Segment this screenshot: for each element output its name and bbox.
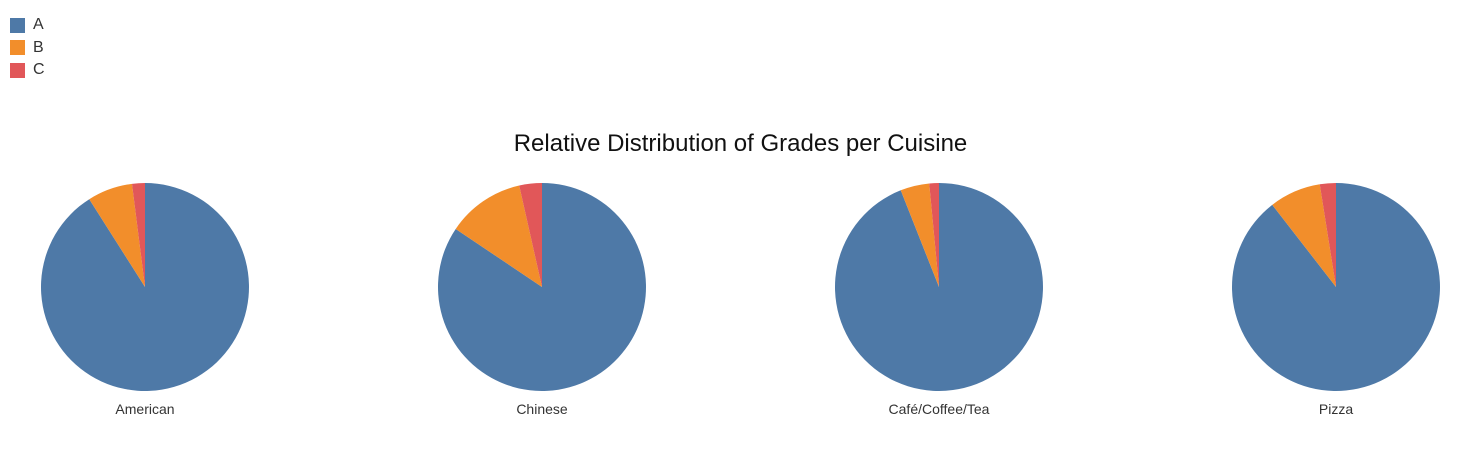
legend-label-b: B xyxy=(33,38,44,56)
pie-1-slice-a[interactable] xyxy=(40,183,249,391)
pie-1: American xyxy=(40,183,249,417)
pie-3-slice-c[interactable] xyxy=(929,182,939,287)
pie-2-label: Chinese xyxy=(516,401,568,417)
legend-label-a: A xyxy=(33,16,44,34)
pie-4-label: Pizza xyxy=(1319,401,1353,417)
pie-2-slice-a[interactable] xyxy=(437,183,646,391)
legend-swatch-a xyxy=(10,17,25,33)
legend-item-b[interactable]: B xyxy=(10,37,45,60)
legend: A B C xyxy=(10,14,45,82)
legend-item-c[interactable]: C xyxy=(10,59,45,82)
legend-swatch-b xyxy=(10,40,25,56)
legend-label-c: C xyxy=(33,61,45,79)
pie-4-slice-c[interactable] xyxy=(1319,183,1336,287)
pie-2: Chinese xyxy=(437,183,646,417)
pie-2-slice-b[interactable] xyxy=(455,185,542,287)
pie-3: Café/Coffee/Tea xyxy=(834,182,1043,417)
pie-3-label: Café/Coffee/Tea xyxy=(889,401,990,417)
pie-3-slice-a[interactable] xyxy=(834,183,1043,391)
pie-2-slice-c[interactable] xyxy=(519,183,542,287)
pie-1-slice-c[interactable] xyxy=(131,183,145,287)
pie-3-slice-b[interactable] xyxy=(900,183,939,287)
pie-4-slice-b[interactable] xyxy=(1272,184,1336,287)
pie-4: Pizza xyxy=(1231,183,1440,417)
legend-swatch-c xyxy=(10,62,25,78)
pie-1-label: American xyxy=(115,401,174,417)
pie-4-slice-a[interactable] xyxy=(1231,183,1440,392)
legend-item-a[interactable]: A xyxy=(10,14,45,37)
pie-1-slice-b[interactable] xyxy=(89,183,145,287)
